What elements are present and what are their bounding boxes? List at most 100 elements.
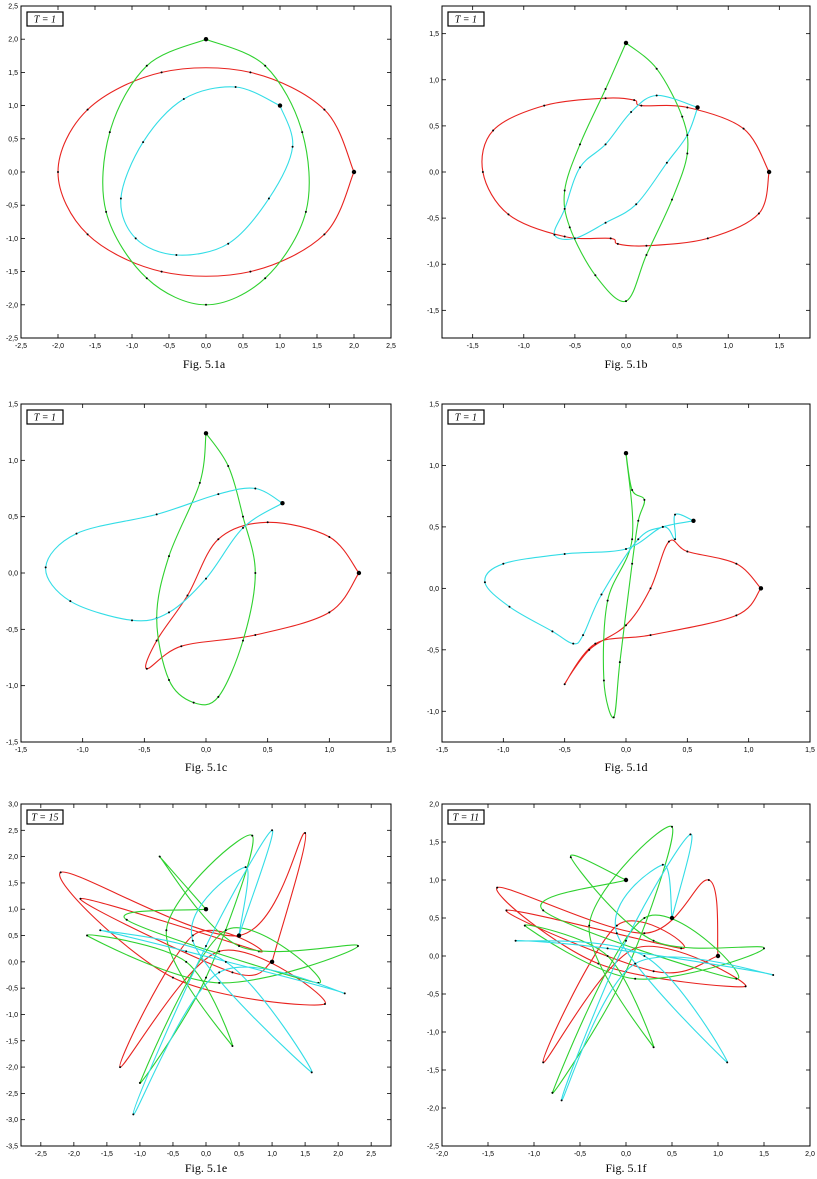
y-tick-label: 1,5 <box>8 402 18 409</box>
x-tick-label: 1,0 <box>267 1151 277 1158</box>
series-point-green <box>251 834 254 837</box>
x-tick-label: 0,0 <box>621 747 631 754</box>
figure-caption: Fig. 5.1b <box>604 357 647 371</box>
x-tick-label: -0,5 <box>569 343 581 350</box>
series-point-cyan <box>635 203 638 206</box>
series-point-green <box>568 226 571 229</box>
series-point-red <box>180 645 183 648</box>
x-tick-label: 2,5 <box>366 1151 376 1158</box>
series-point-green <box>145 64 148 67</box>
series-point-cyan <box>615 932 618 935</box>
time-label-box: T = 1 <box>447 11 485 27</box>
time-label: T = 1 <box>455 15 477 26</box>
series-point-green <box>618 661 621 664</box>
figure-caption: Fig. 5.1f <box>605 1161 646 1175</box>
series-point-red <box>266 521 269 524</box>
y-tick-label: -2,5 <box>427 1144 439 1151</box>
y-tick-label: -1,5 <box>427 308 439 315</box>
series-point-green <box>165 929 168 932</box>
data-area <box>496 825 775 1102</box>
series-point-green <box>643 498 646 501</box>
y-tick-label: 1,0 <box>8 907 18 914</box>
y-tick-label: 1,5 <box>8 70 18 77</box>
x-tick-label: -2,0 <box>68 1151 80 1158</box>
time-label: T = 15 <box>31 813 58 824</box>
series-point-cyan <box>254 487 257 490</box>
y-tick-label: 1,0 <box>8 458 18 465</box>
x-tick-label: 1,0 <box>744 747 754 754</box>
series-point-cyan <box>242 526 244 529</box>
series-point-red <box>507 213 510 216</box>
series-point-red <box>217 538 220 541</box>
y-tick-label: -0,5 <box>6 203 18 210</box>
series-line-red <box>145 521 360 670</box>
series-point-green <box>198 481 201 484</box>
x-tick-label: 1,0 <box>324 747 334 754</box>
series-point-green <box>631 489 634 492</box>
series-point-green <box>254 572 257 574</box>
series-point-cyan <box>291 145 294 148</box>
series-point-cyan <box>514 939 517 942</box>
series-point-green <box>242 515 244 518</box>
time-label: T = 1 <box>34 413 56 424</box>
series-point-cyan <box>772 974 775 976</box>
series-point-red <box>160 71 163 74</box>
series-point-green <box>671 825 673 828</box>
series-point-green <box>634 977 637 980</box>
series-point-red <box>563 235 566 238</box>
x-tick-label: 1,5 <box>300 1151 310 1158</box>
y-tick-label: -1,5 <box>6 269 18 276</box>
y-tick-label: -0,5 <box>427 647 439 654</box>
x-tick-label: 0,5 <box>672 343 682 350</box>
series-point-cyan <box>234 86 237 89</box>
series-point-cyan <box>674 513 677 516</box>
x-tick-label: 0,5 <box>263 747 273 754</box>
y-tick-label: 2,0 <box>8 854 18 861</box>
x-tick-label: -1,0 <box>77 747 89 754</box>
y-tick-label: -2,0 <box>6 1065 18 1072</box>
time-label-frame <box>26 11 64 27</box>
series-line-cyan <box>120 86 294 256</box>
series-point-cyan <box>502 562 505 565</box>
series-point-green <box>645 254 648 256</box>
series-line-red <box>481 97 770 247</box>
y-tick-label: 2,5 <box>8 4 18 11</box>
series-point-cyan <box>205 945 207 948</box>
series-point-green <box>563 189 566 192</box>
series-point-red <box>231 971 234 974</box>
chart-panel-3: -1,5 -1,0 -0,5 0,0 0,5 1,0 1,5 -1,5 -1,0 -0,5 0,0 0… <box>6 402 396 775</box>
series-point-green <box>205 976 207 979</box>
series-point-red <box>323 1002 326 1005</box>
series-point-green <box>227 464 230 467</box>
x-tick-label: 0,0 <box>621 343 631 350</box>
x-tick-label: 1,0 <box>723 343 733 350</box>
time-label: T = 11 <box>453 813 479 824</box>
start-marker <box>356 570 362 576</box>
x-tick-label: 0,0 <box>201 343 211 350</box>
series-point-green <box>238 945 241 948</box>
series-point-red <box>57 171 59 173</box>
y-tick-label: -1,5 <box>427 1068 439 1075</box>
y-tick-label: 0,5 <box>429 123 439 130</box>
series-line-green <box>563 42 689 303</box>
series-point-red <box>735 562 738 565</box>
x-tick-label: -2,5 <box>35 1151 47 1158</box>
series-point-cyan <box>553 233 556 236</box>
y-tick-label: -0,5 <box>6 627 18 634</box>
x-tick-label: -1,5 <box>436 747 448 754</box>
x-tick-label: -1,5 <box>101 1151 113 1158</box>
y-tick-label: 2,5 <box>8 828 18 835</box>
series-point-cyan <box>271 829 274 832</box>
series-point-cyan <box>175 254 178 256</box>
y-tick-label: -3,5 <box>6 1144 18 1151</box>
series-point-cyan <box>563 207 566 210</box>
series-point-green <box>138 1081 141 1084</box>
series-point-cyan <box>191 939 194 942</box>
y-tick-label: -1,0 <box>427 709 439 716</box>
x-tick-label: 1,5 <box>312 343 322 350</box>
series-point-red <box>492 129 495 132</box>
series-point-cyan <box>604 221 607 224</box>
series-point-green <box>735 977 738 980</box>
y-tick-label: 1,5 <box>429 840 439 847</box>
